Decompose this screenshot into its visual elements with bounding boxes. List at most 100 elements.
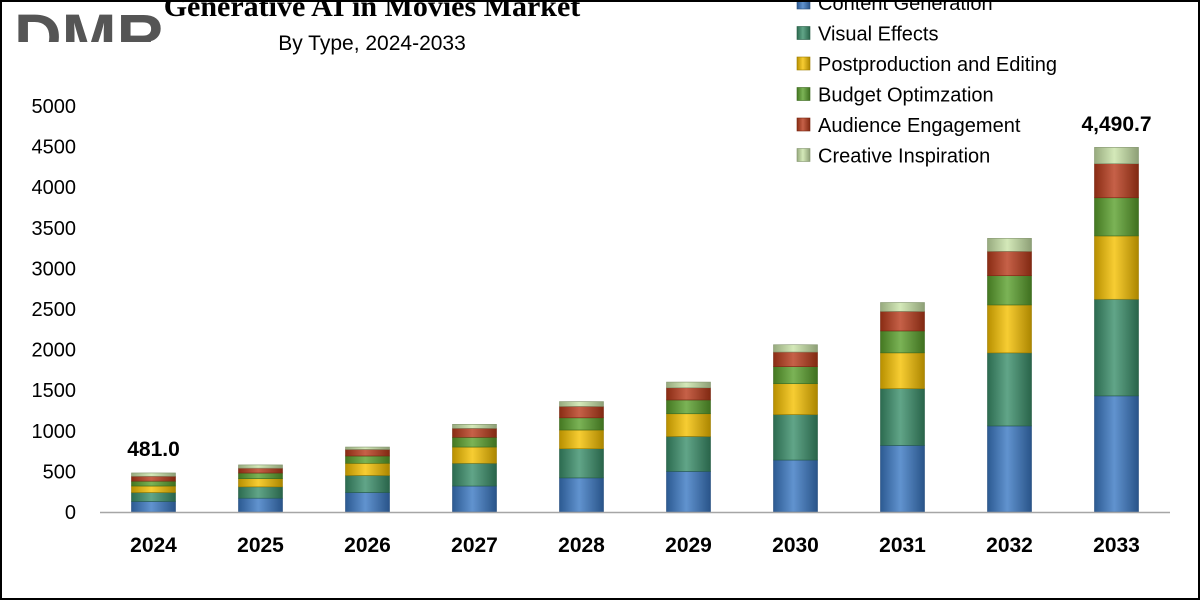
bar-segment (238, 486, 283, 499)
x-tick-label: 2032 (986, 534, 1033, 557)
bar-segment (773, 366, 818, 385)
legend: Content Generation Visual Effects Postprod… (796, 2, 1057, 168)
chart-title: Generative AI in Movies Market (163, 0, 581, 23)
bar-segment (666, 413, 711, 437)
bars (131, 147, 1139, 513)
bar-segment (238, 467, 283, 474)
bar-segment (880, 311, 925, 332)
x-tick-label: 2025 (237, 534, 284, 557)
y-tick-label: 4000 (32, 177, 77, 199)
y-tick-label: 3000 (32, 258, 77, 280)
legend-swatch (796, 87, 811, 101)
bar-segment (131, 492, 176, 502)
x-axis: 2024 2025 2026 2027 2028 2029 2030 2031 2032 2033 (100, 511, 1170, 557)
legend-label: Visual Effects (818, 24, 938, 46)
x-tick-label: 2027 (451, 534, 498, 557)
bar-segment (452, 436, 497, 448)
x-tick-label: 2031 (879, 534, 926, 557)
legend-label: Postproduction and Editing (818, 54, 1057, 76)
y-tick-label: 1000 (32, 421, 77, 443)
bar-segment (452, 485, 497, 513)
bar-segment (880, 445, 925, 513)
legend-swatch (796, 2, 811, 10)
y-tick-label: 500 (43, 461, 76, 483)
bar-segment (345, 455, 390, 464)
legend-swatch (796, 148, 811, 162)
x-tick-label: 2033 (1093, 534, 1140, 557)
bar-segment (345, 492, 390, 513)
bar-segment (238, 472, 283, 480)
chart-subtitle: By Type, 2024-2033 (278, 32, 466, 55)
x-tick-label: 2028 (558, 534, 605, 557)
total-label: 481.0 (127, 438, 180, 461)
y-tick-label: 2000 (32, 340, 77, 362)
legend-label: Audience Engagement (818, 115, 1021, 137)
legend-label: Content Generation (818, 2, 993, 15)
bar-segment (238, 497, 283, 513)
bar-segment (559, 406, 604, 419)
x-tick-label: 2024 (130, 534, 177, 557)
bar-segment (773, 383, 818, 415)
legend-label: Budget Optimzation (818, 85, 994, 107)
bar-segment (987, 425, 1032, 513)
bar-segment (880, 352, 925, 389)
bar-segment (773, 351, 818, 367)
bar-segment (880, 302, 925, 312)
bar-segment (238, 478, 283, 488)
legend-label: Creative Inspiration (818, 146, 990, 168)
bar-segment (773, 459, 818, 513)
total-label: 4,490.7 (1081, 113, 1151, 136)
bar-segment (666, 387, 711, 401)
bar-segment (666, 471, 711, 513)
legend-swatch (796, 26, 811, 40)
bar-segment (238, 464, 283, 469)
bar-segment (131, 480, 176, 487)
legend-swatch (796, 117, 811, 132)
bar-segment (131, 501, 176, 513)
y-tick-label: 1500 (32, 380, 77, 402)
bar-segment (452, 428, 497, 438)
bar-segment (559, 401, 604, 407)
legend-swatch (796, 56, 811, 71)
y-tick-label: 0 (65, 502, 76, 524)
y-tick-label: 4500 (32, 137, 77, 159)
bar-segment (131, 485, 176, 493)
bar-segment (880, 388, 925, 446)
bar-segment (559, 417, 604, 431)
bar-segment (452, 446, 497, 464)
bar-segment (559, 477, 604, 513)
bar-segment (559, 448, 604, 479)
bar-segment (559, 429, 604, 449)
bar-segment (987, 238, 1032, 252)
bar-segment (345, 446, 390, 450)
bar-segment (1094, 197, 1139, 237)
bar-segment (131, 475, 176, 482)
bar-segment (880, 330, 925, 354)
bar-segment (345, 462, 390, 476)
y-axis: 0 500 1000 1500 2000 2500 3000 3500 4000 4500 5000 (32, 96, 77, 524)
bar-segment (452, 424, 497, 429)
bar-segment (1094, 395, 1139, 513)
bar-segment (773, 344, 818, 353)
bar-segment (452, 462, 497, 487)
y-tick-label: 5000 (32, 96, 77, 118)
bar-segment (666, 436, 711, 472)
bar-segment (345, 475, 390, 493)
bar-segment (345, 449, 390, 457)
bar-segment (666, 381, 711, 389)
dmr-logo: DMR (14, 2, 164, 42)
bar-segment (987, 352, 1032, 427)
bar-segment (987, 251, 1032, 277)
bar-segment (1094, 163, 1139, 199)
bar-segment (773, 414, 818, 461)
bar-segment (987, 275, 1032, 306)
bar-segment (1094, 298, 1139, 397)
bar-segment (1094, 147, 1139, 164)
bar-segment (666, 399, 711, 415)
x-tick-label: 2026 (344, 534, 391, 557)
x-tick-label: 2030 (772, 534, 819, 557)
y-tick-label: 3500 (32, 218, 77, 240)
x-tick-label: 2029 (665, 534, 712, 557)
